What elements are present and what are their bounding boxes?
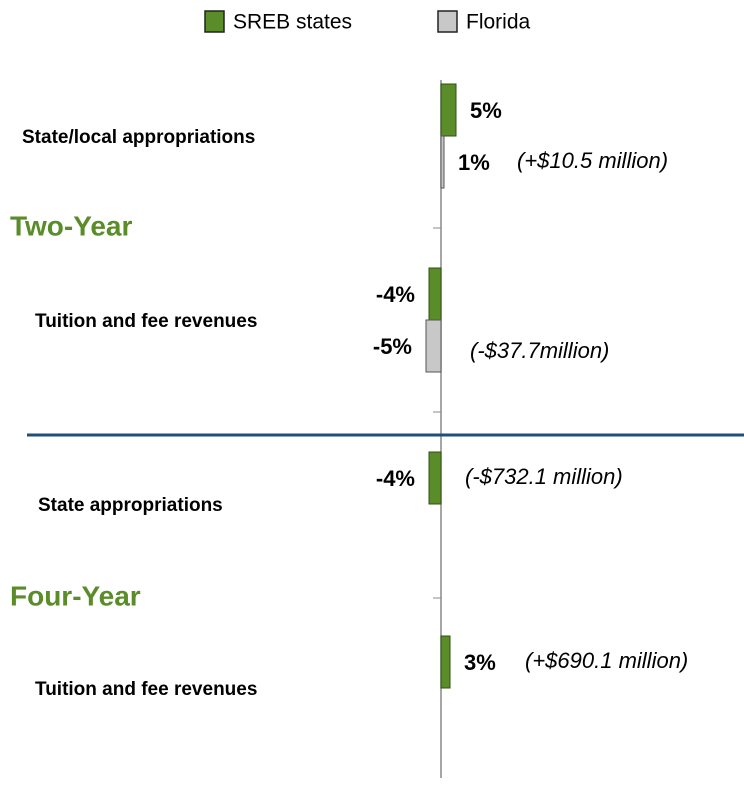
- category-label: Tuition and fee revenues: [35, 311, 257, 332]
- annotation: (-$37.7million): [470, 338, 609, 363]
- group-label: Four-Year: [10, 580, 141, 611]
- legend-swatch: [204, 10, 225, 33]
- bar: [425, 319, 442, 373]
- value-label: -4%: [376, 282, 415, 307]
- value-label: 1%: [458, 150, 490, 175]
- annotation: (-$732.1 million): [465, 464, 623, 489]
- value-label: 3%: [464, 650, 496, 675]
- category-label: State/local appropriations: [22, 127, 255, 148]
- value-label: 5%: [470, 98, 502, 123]
- value-label: -5%: [373, 334, 412, 359]
- bar: [440, 635, 451, 689]
- legend-label: Florida: [466, 11, 531, 34]
- group-label: Two-Year: [10, 210, 133, 241]
- bar: [428, 267, 442, 321]
- value-label: -4%: [376, 466, 415, 491]
- annotation: (+$690.1 million): [525, 648, 688, 673]
- annotation: (+$10.5 million): [517, 148, 668, 173]
- category-label: Tuition and fee revenues: [35, 679, 257, 700]
- category-label: State appropriations: [38, 495, 223, 516]
- bar: [440, 135, 445, 189]
- legend-swatch: [437, 10, 458, 33]
- bar: [440, 83, 457, 137]
- legend-label: SREB states: [233, 11, 352, 34]
- bar: [428, 451, 442, 505]
